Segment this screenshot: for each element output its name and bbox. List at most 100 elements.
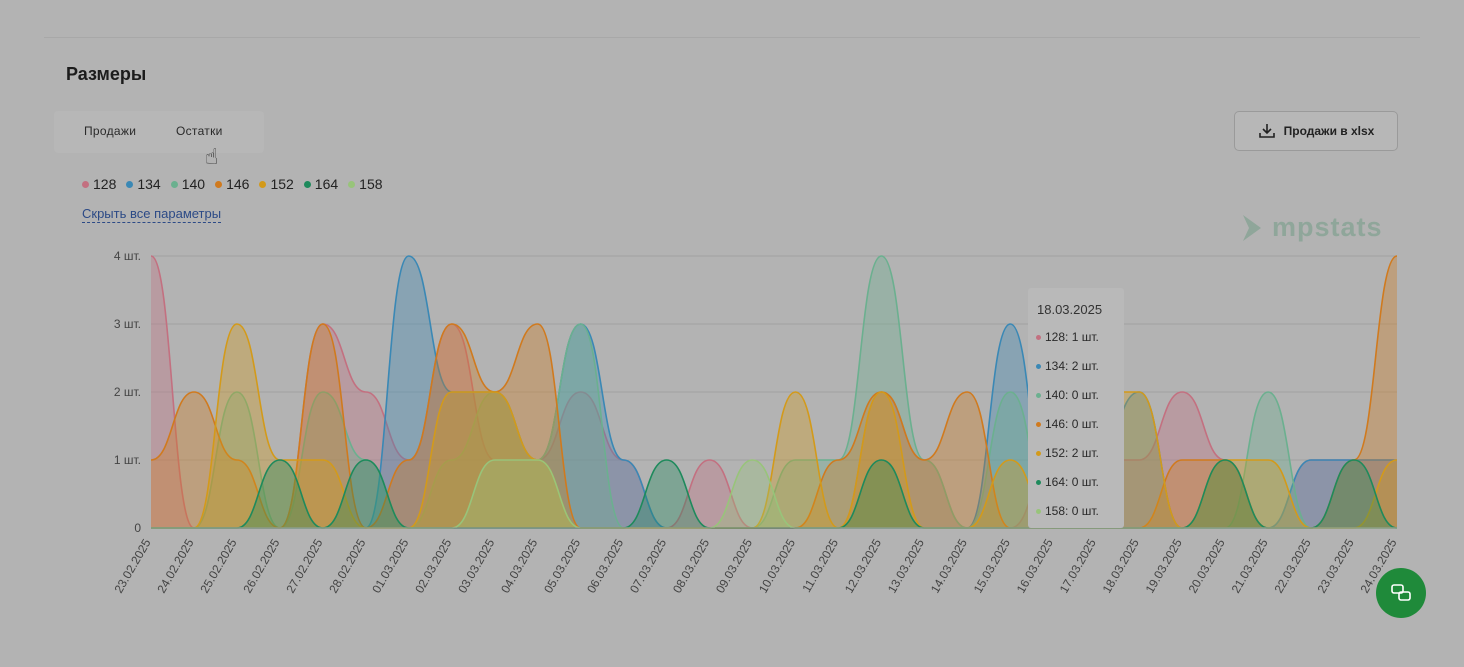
x-tick-label: 02.03.2025	[412, 536, 454, 595]
series-area-134	[151, 256, 1397, 528]
legend-item-140[interactable]: 140	[170, 176, 206, 192]
x-tick-label: 26.02.2025	[240, 536, 282, 595]
legend-label: 134	[137, 176, 161, 192]
x-tick-label: 07.03.2025	[627, 536, 669, 595]
series-area-164	[151, 460, 1397, 528]
chart-legend: 128 134 140 146 152 164 158	[82, 176, 383, 192]
legend-item-164[interactable]: 164	[303, 176, 339, 192]
download-icon	[1258, 124, 1275, 138]
tooltip-row-label: 128: 1 шт.	[1045, 330, 1099, 344]
mpstats-logo: mpstats	[1240, 212, 1383, 243]
tooltip-dot	[1036, 334, 1041, 340]
x-tick-label: 28.02.2025	[326, 536, 368, 595]
x-tick-label: 25.02.2025	[197, 536, 239, 595]
y-tick-label: 2 шт.	[114, 385, 141, 399]
y-tick-label: 3 шт.	[114, 317, 141, 331]
legend-label: 146	[226, 176, 250, 192]
tooltip-row-label: 134: 2 шт.	[1045, 359, 1099, 373]
series-line-128	[150, 255, 1397, 529]
tooltip-dot	[1036, 479, 1041, 485]
export-xlsx-button[interactable]: Продажи в xlsx	[1234, 111, 1398, 151]
tooltip-row: 128: 1 шт.	[1036, 330, 1099, 344]
tab-bar: Продажи Остатки	[54, 111, 264, 153]
legend-item-152[interactable]: 152	[259, 176, 294, 192]
tooltip-row: 158: 0 шт.	[1036, 504, 1099, 518]
x-tick-label: 18.03.2025	[1100, 536, 1142, 595]
legend-dot	[303, 180, 311, 188]
legend-item-146[interactable]: 146	[215, 176, 249, 192]
x-tick-label: 10.03.2025	[756, 536, 798, 595]
tooltip-row: 140: 0 шт.	[1036, 388, 1099, 402]
chat-button[interactable]	[1376, 568, 1426, 618]
legend-label: 164	[314, 176, 339, 192]
legend-dot	[259, 180, 267, 188]
tooltip-dot	[1036, 363, 1041, 369]
export-button-label: Продажи в xlsx	[1283, 124, 1375, 138]
legend-dot	[170, 180, 178, 188]
series-area-140	[151, 256, 1397, 528]
x-tick-label: 15.03.2025	[971, 536, 1013, 595]
y-tick-label: 0	[134, 521, 141, 535]
chart-tooltip: 18.03.2025 128: 1 шт. 134: 2 шт. 140: 0 шт…	[1028, 288, 1124, 528]
mpstats-logo-icon	[1243, 214, 1261, 241]
tooltip-row: 152: 2 шт.	[1036, 446, 1099, 460]
x-tick-label: 19.03.2025	[1143, 536, 1185, 595]
x-tick-label: 21.03.2025	[1229, 536, 1271, 595]
legend-item-128[interactable]: 128	[82, 176, 116, 192]
x-tick-label: 06.03.2025	[584, 536, 626, 595]
x-tick-label: 05.03.2025	[541, 536, 583, 595]
x-tick-label: 23.03.2025	[1314, 536, 1356, 595]
x-tick-label: 16.03.2025	[1014, 536, 1056, 595]
x-tick-label: 17.03.2025	[1057, 536, 1099, 595]
tooltip-dot	[1036, 392, 1041, 398]
x-tick-label: 01.03.2025	[369, 536, 411, 595]
legend-item-158[interactable]: 158	[348, 176, 383, 192]
tooltip-date: 18.03.2025	[1037, 302, 1103, 317]
tooltip-row: 164: 0 шт.	[1036, 475, 1099, 489]
tooltip-row-label: 158: 0 шт.	[1045, 504, 1099, 518]
legend-dot	[82, 180, 89, 188]
y-tick-label: 1 шт.	[114, 453, 141, 467]
top-divider	[44, 37, 1420, 38]
tooltip-dot	[1036, 508, 1041, 514]
tooltip-row-label: 140: 0 шт.	[1045, 388, 1099, 402]
x-tick-label: 22.03.2025	[1272, 536, 1314, 595]
x-tick-label: 23.02.2025	[111, 536, 153, 595]
series-line-152	[151, 323, 1398, 529]
tooltip-row-label: 164: 0 шт.	[1045, 475, 1099, 489]
series-area-146	[151, 256, 1397, 528]
tooltip-dot	[1036, 421, 1041, 427]
legend-item-134[interactable]: 134	[126, 176, 161, 192]
tab-sales[interactable]: Продажи	[84, 124, 137, 138]
x-tick-label: 08.03.2025	[670, 536, 712, 595]
legend-label: 152	[270, 176, 294, 192]
x-tick-label: 27.02.2025	[283, 536, 325, 595]
tab-stock[interactable]: Остатки	[176, 124, 223, 138]
hide-all-params-link[interactable]: Скрыть все параметры	[82, 206, 222, 223]
tooltip-row: 146: 0 шт.	[1036, 417, 1099, 431]
logo-text: mpstats	[1272, 212, 1383, 242]
x-tick-label: 20.03.2025	[1186, 536, 1228, 595]
section-title: Размеры	[66, 64, 147, 84]
x-tick-label: 04.03.2025	[498, 536, 540, 595]
x-tick-label: 09.03.2025	[713, 536, 755, 595]
tooltip-dot	[1036, 450, 1041, 456]
x-tick-label: 14.03.2025	[928, 536, 970, 595]
tooltip-row: 134: 2 шт.	[1036, 359, 1099, 373]
legend-label: 128	[93, 176, 117, 192]
legend-dot	[215, 180, 223, 188]
x-tick-label: 11.03.2025	[799, 536, 841, 595]
legend-dot	[348, 180, 356, 188]
x-tick-label: 13.03.2025	[885, 536, 927, 595]
x-tick-label: 12.03.2025	[842, 536, 884, 595]
x-tick-label: 24.02.2025	[154, 536, 196, 595]
legend-label: 158	[359, 176, 383, 192]
legend-label: 140	[181, 176, 206, 192]
hand-cursor-icon: ☝	[205, 144, 219, 169]
chat-icon	[1391, 584, 1411, 601]
legend-dot	[126, 180, 134, 188]
y-tick-label: 4 шт.	[114, 249, 141, 263]
tooltip-row-label: 146: 0 шт.	[1045, 417, 1099, 431]
x-tick-label: 03.03.2025	[455, 536, 497, 595]
